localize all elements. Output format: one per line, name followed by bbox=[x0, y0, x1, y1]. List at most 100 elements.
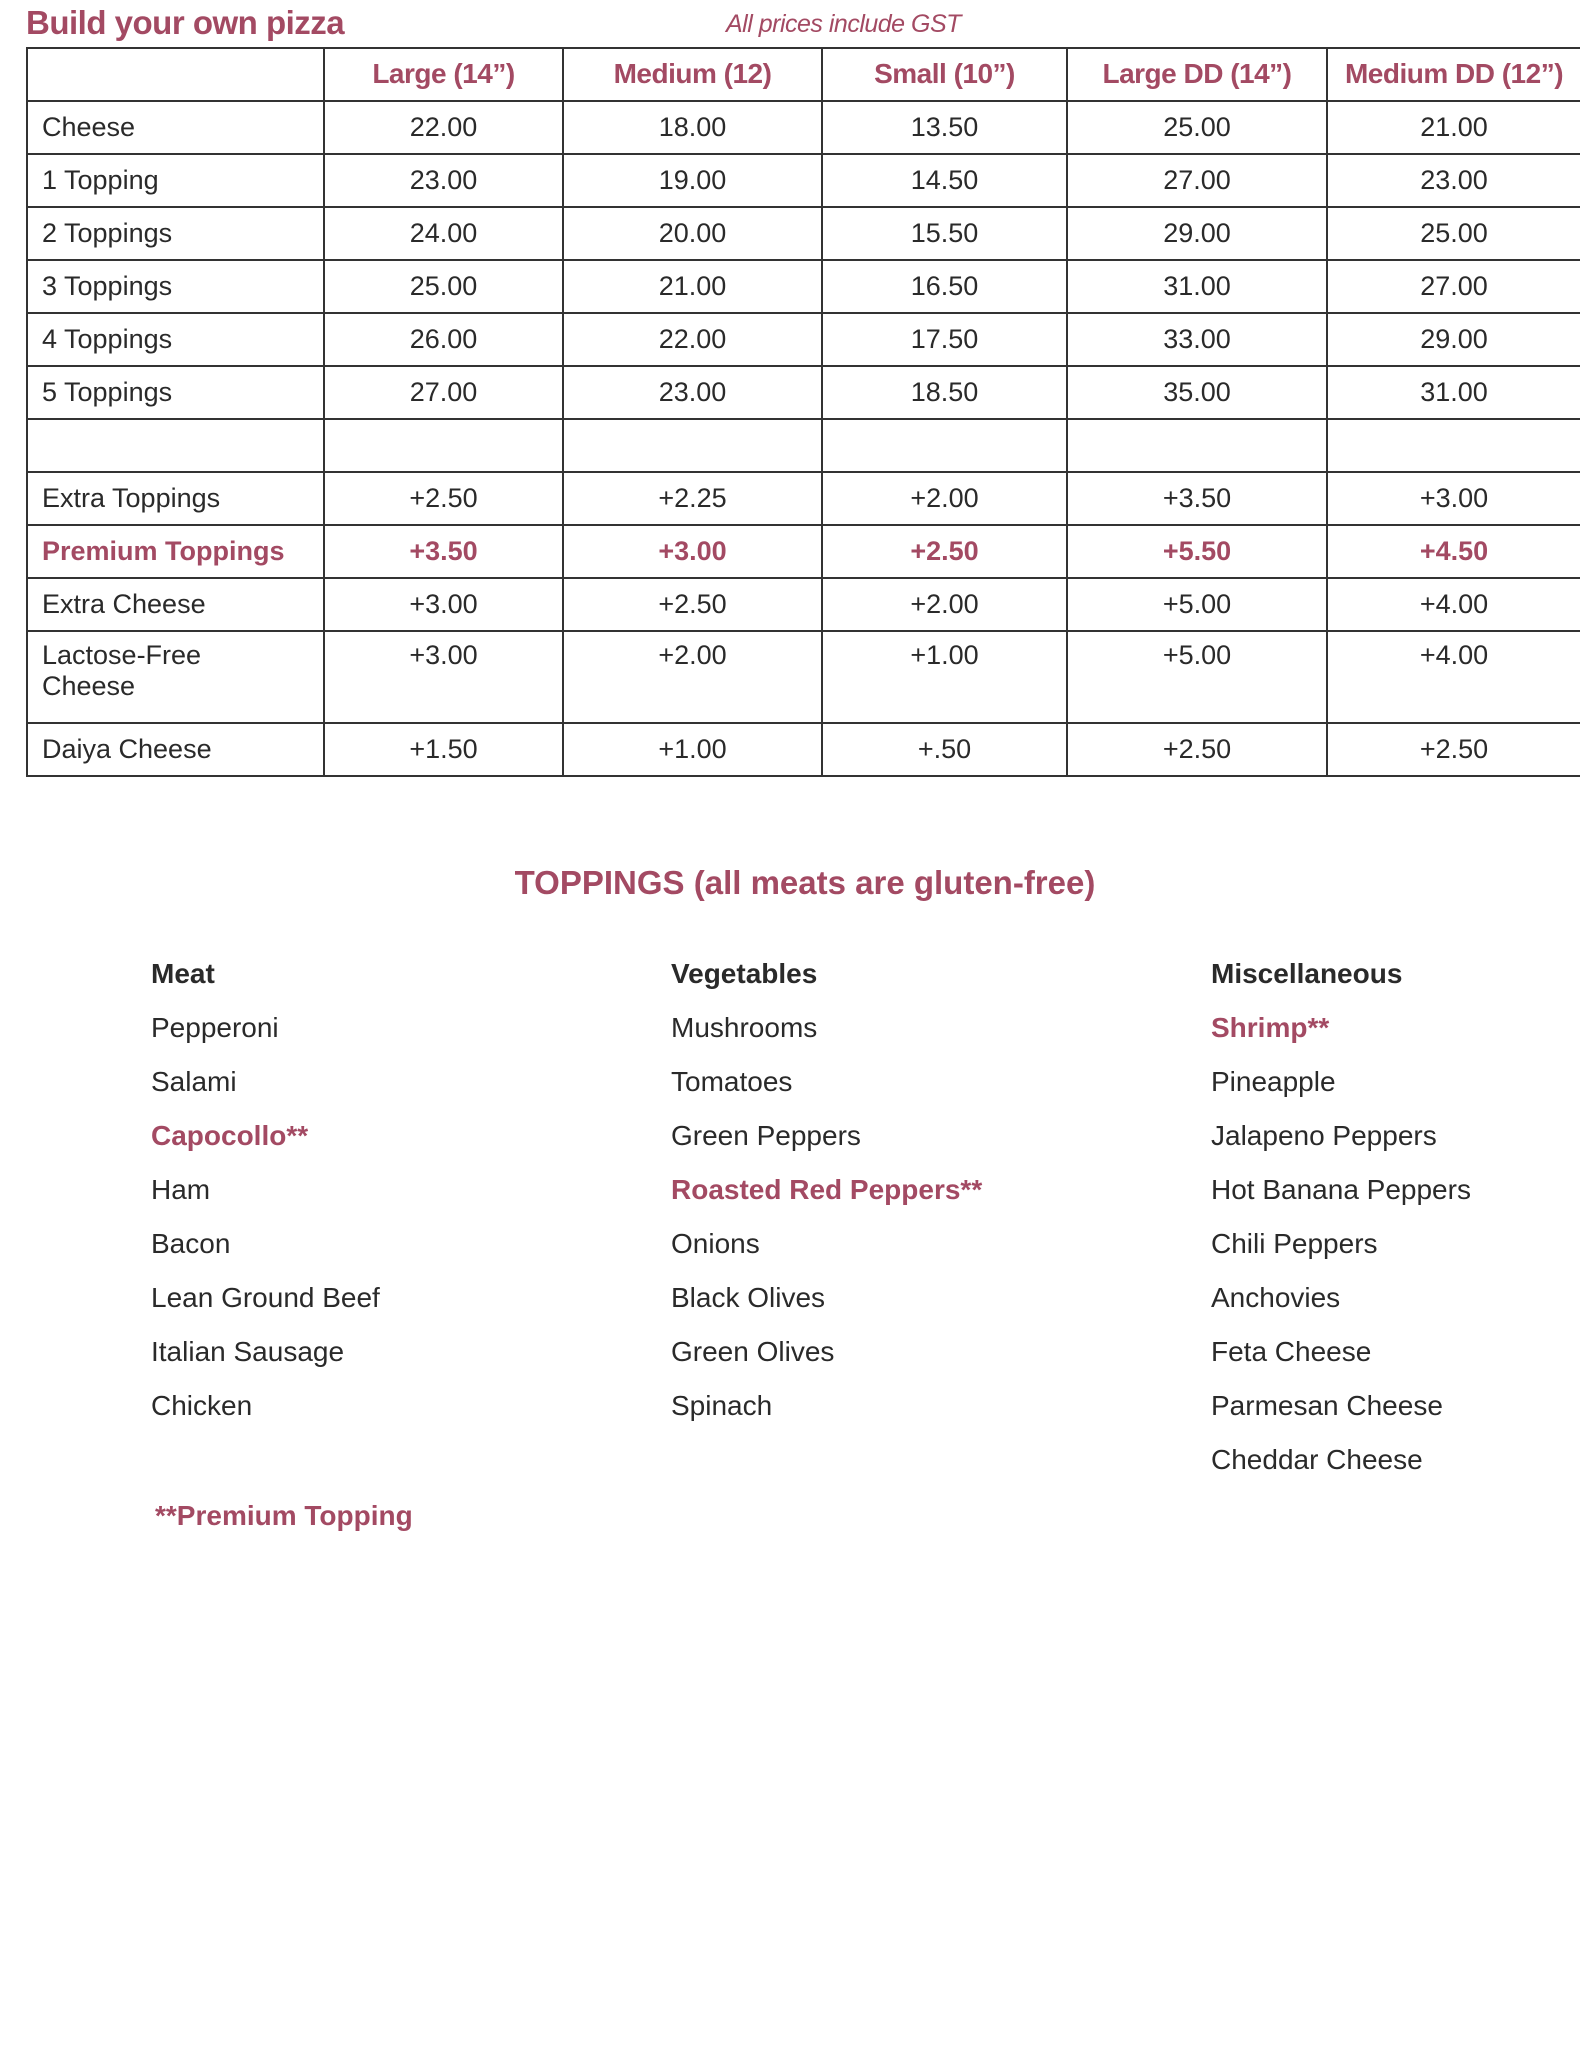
price-cell: 16.50 bbox=[821, 259, 1068, 314]
page-title: Build your own pizza bbox=[26, 4, 345, 41]
premium-footnote: **Premium Topping bbox=[155, 1500, 413, 1531]
topping-item: Chili Peppers bbox=[1211, 1228, 1378, 1259]
price-cell: 24.00 bbox=[323, 206, 564, 261]
column-header: Small (10”) bbox=[821, 47, 1068, 102]
topping-item: Shrimp** bbox=[1211, 1012, 1330, 1043]
price-cell: 15.50 bbox=[821, 206, 1068, 261]
row-label: Extra Cheese bbox=[26, 577, 325, 632]
topping-item: Feta Cheese bbox=[1211, 1336, 1372, 1367]
table-header-row: Large (14”) Medium (12) Small (10”) Large D… bbox=[26, 47, 1580, 102]
price-cell bbox=[1066, 418, 1328, 473]
price-cell: 22.00 bbox=[323, 100, 564, 155]
price-cell: +1.00 bbox=[821, 630, 1068, 724]
topping-item: Hot Banana Peppers bbox=[1211, 1174, 1471, 1205]
price-cell: 18.00 bbox=[562, 100, 823, 155]
price-cell: 31.00 bbox=[1066, 259, 1328, 314]
price-cell: 22.00 bbox=[562, 312, 823, 367]
price-cell: 14.50 bbox=[821, 153, 1068, 208]
price-cell: 29.00 bbox=[1066, 206, 1328, 261]
price-cell: 31.00 bbox=[1326, 365, 1580, 420]
price-cell: +1.00 bbox=[562, 722, 823, 777]
price-cell bbox=[821, 418, 1068, 473]
table-row: 1 Topping 23.00 19.00 14.50 27.00 23.00 bbox=[26, 153, 1580, 208]
price-cell: 21.00 bbox=[562, 259, 823, 314]
price-cell: 33.00 bbox=[1066, 312, 1328, 367]
price-cell: +3.50 bbox=[323, 524, 564, 579]
topping-item: Onions bbox=[671, 1228, 760, 1259]
column-header bbox=[26, 47, 325, 102]
topping-item: Green Olives bbox=[671, 1336, 835, 1367]
price-cell: 17.50 bbox=[821, 312, 1068, 367]
price-cell: +3.50 bbox=[1066, 471, 1328, 526]
topping-item: Ham bbox=[151, 1174, 211, 1205]
row-label: Lactose-Free Cheese bbox=[26, 630, 325, 724]
column-title: Miscellaneous bbox=[1211, 958, 1403, 989]
row-label: 2 Toppings bbox=[26, 206, 325, 261]
price-cell: 13.50 bbox=[821, 100, 1068, 155]
price-cell: +3.00 bbox=[323, 577, 564, 632]
row-label: 5 Toppings bbox=[26, 365, 325, 420]
row-label: Cheese bbox=[26, 100, 325, 155]
topping-item: Salami bbox=[151, 1066, 237, 1097]
column-title: Meat bbox=[151, 958, 215, 989]
price-cell: +2.00 bbox=[821, 577, 1068, 632]
price-cell: +2.50 bbox=[323, 471, 564, 526]
row-label: 3 Toppings bbox=[26, 259, 325, 314]
topping-item: Pineapple bbox=[1211, 1066, 1336, 1097]
price-cell bbox=[562, 418, 823, 473]
topping-item: Jalapeno Peppers bbox=[1211, 1120, 1437, 1151]
price-cell: 35.00 bbox=[1066, 365, 1328, 420]
topping-item: Spinach bbox=[671, 1390, 773, 1421]
table-row: 3 Toppings 25.00 21.00 16.50 31.00 27.00 bbox=[26, 259, 1580, 314]
topping-item: Italian Sausage bbox=[151, 1336, 345, 1367]
price-cell: +2.25 bbox=[562, 471, 823, 526]
toppings-column: Miscellaneous Shrimp** Pineapple Jalapeno P… bbox=[1211, 958, 1471, 1498]
topping-item: Lean Ground Beef bbox=[151, 1282, 380, 1313]
topping-item: Green Peppers bbox=[671, 1120, 861, 1151]
table-row: Premium Toppings +3.50 +3.00 +2.50 +5.50 +4.5… bbox=[26, 524, 1580, 579]
topping-item: Capocollo** bbox=[151, 1120, 309, 1151]
topping-item: Anchovies bbox=[1211, 1282, 1341, 1313]
price-cell: +2.00 bbox=[821, 471, 1068, 526]
column-header: Medium DD (12”) bbox=[1326, 47, 1580, 102]
toppings-column: Meat Pepperoni Salami Capocollo** Ham Bacon Le… bbox=[151, 958, 380, 1444]
topping-item: Roasted Red Peppers** bbox=[671, 1174, 983, 1205]
row-label: 1 Topping bbox=[26, 153, 325, 208]
price-cell: +5.00 bbox=[1066, 630, 1328, 724]
column-title: Vegetables bbox=[671, 958, 818, 989]
price-cell: +4.00 bbox=[1326, 630, 1580, 724]
price-cell: +5.50 bbox=[1066, 524, 1328, 579]
price-cell: 25.00 bbox=[1326, 206, 1580, 261]
topping-item: Tomatoes bbox=[671, 1066, 793, 1097]
topping-item: Chicken bbox=[151, 1390, 253, 1421]
topping-item: Parmesan Cheese bbox=[1211, 1390, 1443, 1421]
table-row: 2 Toppings 24.00 20.00 15.50 29.00 25.00 bbox=[26, 206, 1580, 261]
column-header: Large (14”) bbox=[323, 47, 564, 102]
price-cell: +2.50 bbox=[562, 577, 823, 632]
price-cell: +2.50 bbox=[821, 524, 1068, 579]
price-cell: +2.50 bbox=[1326, 722, 1580, 777]
row-label: 4 Toppings bbox=[26, 312, 325, 367]
row-label: Premium Toppings bbox=[26, 524, 325, 579]
table-row: Extra Toppings +2.50 +2.25 +2.00 +3.50 +3.00 bbox=[26, 471, 1580, 526]
price-cell: +4.50 bbox=[1326, 524, 1580, 579]
price-cell: +2.00 bbox=[562, 630, 823, 724]
price-cell bbox=[1326, 418, 1580, 473]
gst-note: All prices include GST bbox=[726, 10, 961, 38]
column-header: Large DD (14”) bbox=[1066, 47, 1328, 102]
table-row: 4 Toppings 26.00 22.00 17.50 33.00 29.00 bbox=[26, 312, 1580, 367]
row-label bbox=[26, 418, 325, 473]
price-cell: 25.00 bbox=[323, 259, 564, 314]
price-cell: 27.00 bbox=[1326, 259, 1580, 314]
price-table: Large (14”) Medium (12) Small (10”) Large D… bbox=[26, 47, 1580, 777]
price-cell: +.50 bbox=[821, 722, 1068, 777]
price-cell: 20.00 bbox=[562, 206, 823, 261]
table-row: Daiya Cheese +1.50 +1.00 +.50 +2.50 +2.50 bbox=[26, 722, 1580, 777]
price-cell: +1.50 bbox=[323, 722, 564, 777]
price-cell: 23.00 bbox=[1326, 153, 1580, 208]
table-row: Cheese 22.00 18.00 13.50 25.00 21.00 bbox=[26, 100, 1580, 155]
price-cell: 19.00 bbox=[562, 153, 823, 208]
price-cell: 23.00 bbox=[562, 365, 823, 420]
price-cell: +3.00 bbox=[562, 524, 823, 579]
price-cell: 27.00 bbox=[1066, 153, 1328, 208]
